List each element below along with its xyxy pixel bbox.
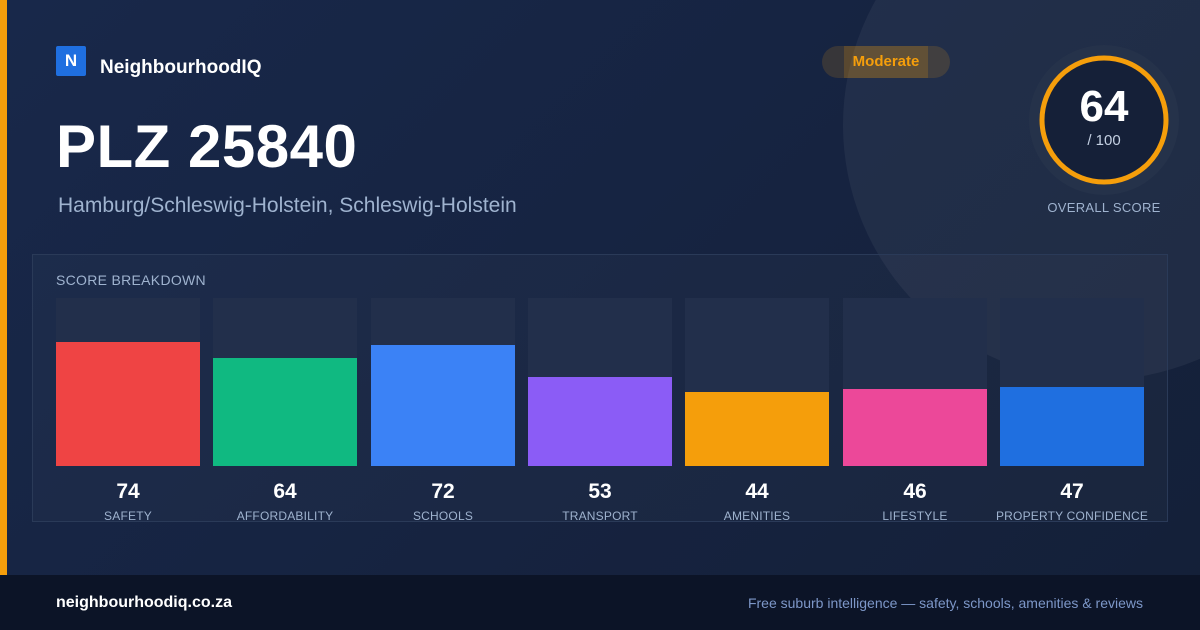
bar-affordability (213, 358, 357, 466)
bar-value-schools: 72 (431, 480, 455, 503)
rating-badge: Moderate (822, 46, 950, 78)
bar-lifestyle (843, 389, 987, 466)
bar-schools (371, 345, 515, 466)
score-ring-track (1039, 55, 1169, 185)
bar-label-affordability: AFFORDABILITY (236, 509, 334, 523)
score-breakdown-label: SCORE BREAKDOWN (56, 272, 206, 288)
overall-score-max: / 100 (1087, 132, 1121, 149)
bar-track-affordability (213, 298, 357, 466)
score-breakdown-panel (32, 254, 1168, 522)
bar-track-property-confidence (1000, 298, 1144, 466)
footer: neighbourhoodiq.co.za Free suburb intell… (0, 575, 1200, 630)
overall-score-value: 64 (1079, 82, 1129, 131)
accent-stripe (0, 0, 7, 575)
logo-icon: N (56, 46, 86, 76)
rating-badge-label: Moderate (852, 53, 920, 70)
bar-value-transport: 53 (588, 480, 612, 503)
bar-value-affordability: 64 (273, 480, 297, 503)
bar-transport (528, 377, 672, 466)
bar-track-safety (56, 298, 200, 466)
bar-label-property-confidence: PROPERTY CONFIDENCE (995, 509, 1149, 523)
brand-name: NeighbourhoodIQ (100, 57, 262, 78)
footer-tagline: Free suburb intelligence — safety, schoo… (747, 595, 1143, 611)
bar-safety (56, 342, 200, 466)
location-subtitle: Hamburg/Schleswig-Holstein, Schleswig-Ho… (58, 194, 517, 217)
bar-value-safety: 74 (116, 480, 140, 503)
footer-url[interactable]: neighbourhoodiq.co.za (56, 594, 232, 611)
bar-track-lifestyle (843, 298, 987, 466)
bar-property-confidence (1000, 387, 1144, 466)
bar-track-transport (528, 298, 672, 466)
bar-label-schools: SCHOOLS (412, 509, 474, 523)
score-ring (1039, 55, 1169, 185)
bar-amenities (685, 392, 829, 466)
bar-label-transport: TRANSPORT (562, 509, 638, 523)
bar-track-amenities (685, 298, 829, 466)
bar-value-property-confidence: 47 (1060, 480, 1084, 503)
overall-score-caption: OVERALL SCORE (1047, 200, 1161, 215)
bar-track-schools (371, 298, 515, 466)
bar-label-lifestyle: LIFESTYLE (882, 509, 948, 523)
bar-label-amenities: AMENITIES (723, 509, 791, 523)
bar-value-lifestyle: 46 (903, 480, 927, 503)
page-title: PLZ 25840 (56, 113, 358, 180)
badge-highlight (844, 46, 928, 78)
bar-value-amenities: 44 (745, 480, 769, 503)
bar-label-safety: SAFETY (104, 509, 152, 523)
